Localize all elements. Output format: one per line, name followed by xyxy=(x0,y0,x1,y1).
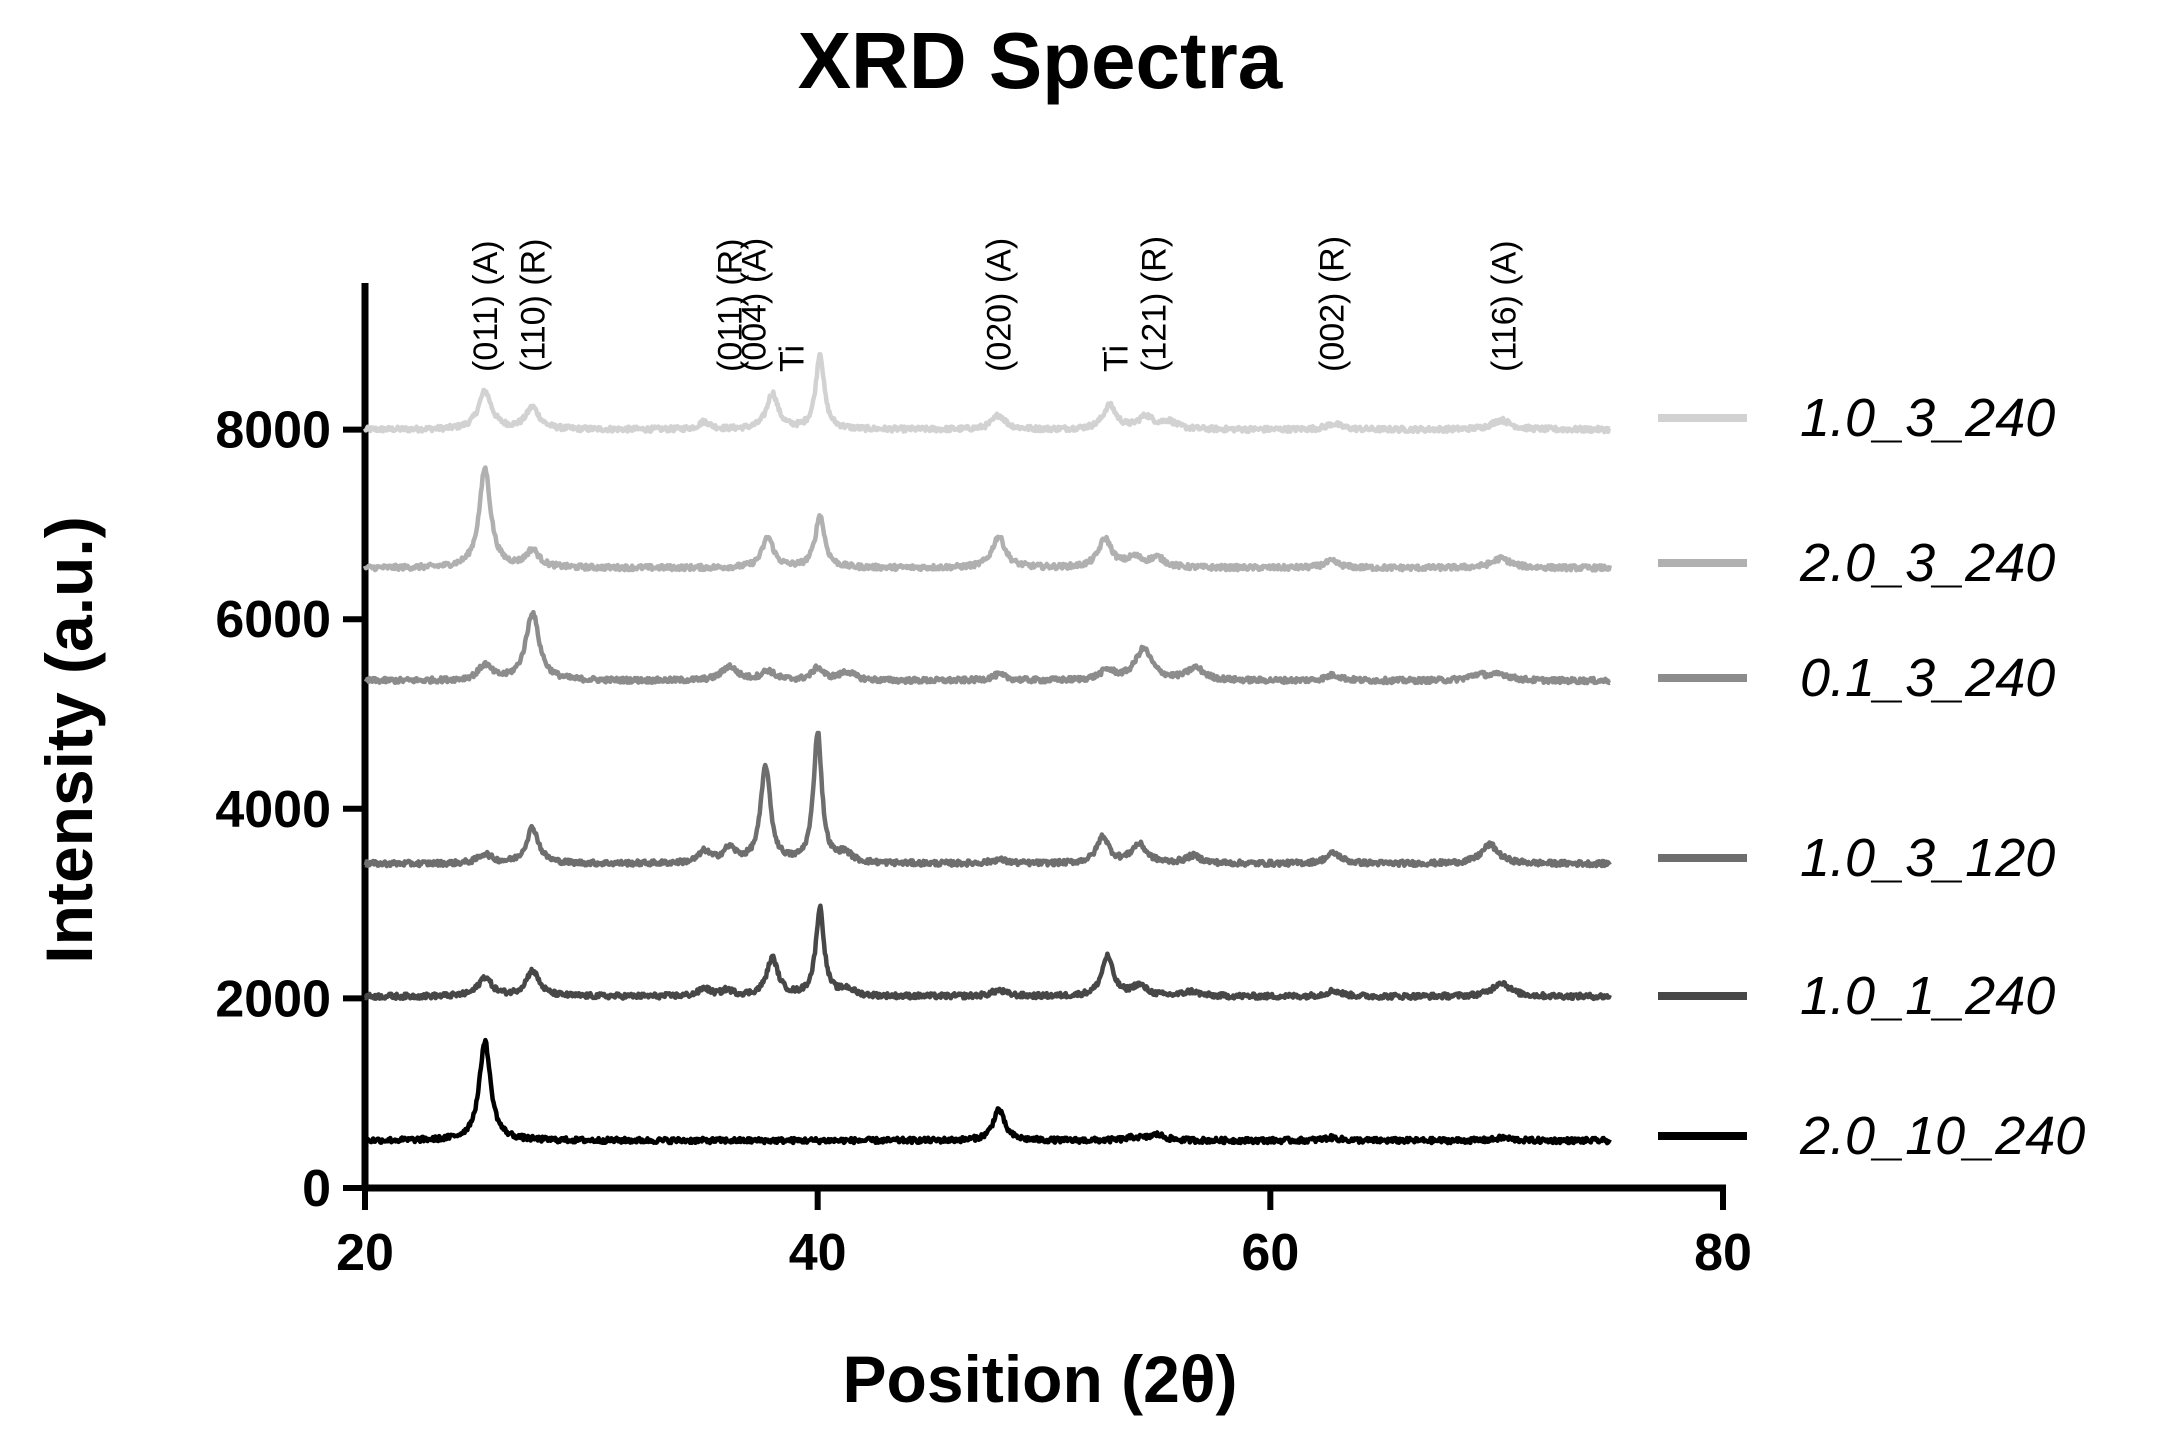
peak-label: (011) (R) xyxy=(711,239,749,373)
series-line xyxy=(363,609,1612,686)
x-tick-label: 40 xyxy=(789,1224,847,1282)
peak-label: (110) (R) xyxy=(515,239,553,373)
legend-label: 2.0_3_240 xyxy=(1799,533,2055,593)
y-tick-label: 4000 xyxy=(215,781,331,839)
legend-label: 0.1_3_240 xyxy=(1800,648,2055,708)
x-tick-label: 80 xyxy=(1694,1224,1752,1282)
x-tick-label: 60 xyxy=(1241,1224,1299,1282)
peak-label: Ti xyxy=(1098,345,1136,372)
series-line xyxy=(362,352,1612,435)
x-tick-label: 20 xyxy=(336,1224,394,1282)
series-line xyxy=(362,465,1612,573)
peak-label: (004) (A) xyxy=(735,238,773,372)
series-line xyxy=(362,1037,1612,1146)
peak-label: (011) (A) xyxy=(467,240,505,372)
legend-label: 1.0_1_240 xyxy=(1800,966,2055,1026)
y-tick-label: 2000 xyxy=(215,970,331,1028)
legend-label: 1.0_3_120 xyxy=(1800,828,2055,888)
y-tick-label: 8000 xyxy=(215,402,331,460)
series-layer xyxy=(362,352,1612,1146)
peak-label: Ti xyxy=(773,345,811,372)
chart-title: XRD Spectra xyxy=(798,16,1283,105)
peak-label: (116) (A) xyxy=(1486,240,1524,372)
series-line xyxy=(363,730,1612,869)
legend-label: 1.0_3_240 xyxy=(1800,388,2055,448)
y-tick-label: 6000 xyxy=(215,591,331,649)
peak-annotations: (011) (A) (110) (R) (011) (R)(004) (A) Ti (0… xyxy=(467,236,1524,372)
x-axis-title: Position (2θ) xyxy=(842,1342,1237,1416)
legend-label: 2.0_10_240 xyxy=(1799,1106,2085,1166)
series-line xyxy=(363,903,1612,1002)
peak-label: (121) (R) xyxy=(1136,236,1174,372)
y-axis-title: Intensity (a.u.) xyxy=(32,516,106,963)
legend: 1.0_3_240 2.0_3_240 0.1_3_240 1.0_3_120 1.0_… xyxy=(1658,388,2085,1166)
peak-label: (020) (A) xyxy=(981,238,1019,372)
peak-label: (002) (R) xyxy=(1313,236,1351,372)
y-tick-label: 0 xyxy=(302,1160,331,1218)
axes: 20 40 60 80 0 2000 4000 6000 8000 xyxy=(215,283,1752,1282)
